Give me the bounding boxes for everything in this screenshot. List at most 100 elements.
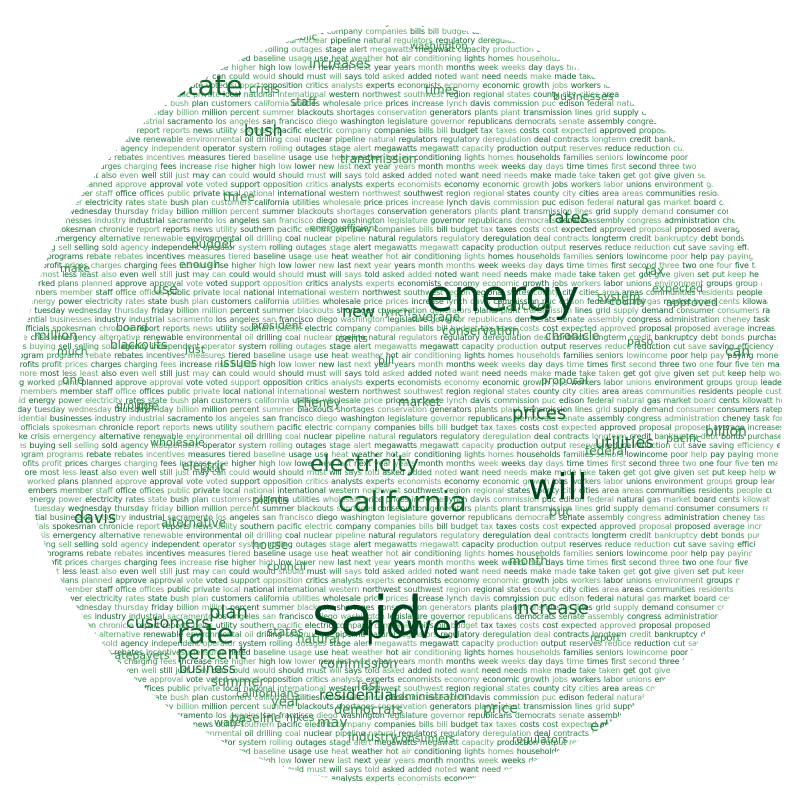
background-word: ten bbox=[751, 360, 765, 369]
background-word: operator bbox=[202, 342, 236, 351]
background-word: gas bbox=[646, 693, 661, 702]
background-word: work bbox=[768, 369, 788, 378]
background-word: rolling bbox=[264, 45, 289, 54]
background-word: lower bbox=[294, 657, 316, 666]
background-word: outages bbox=[295, 342, 327, 351]
background-word: cents bbox=[718, 198, 740, 207]
background-word: prices bbox=[385, 99, 409, 108]
word-cents: cents bbox=[338, 332, 368, 345]
background-word: groups bbox=[706, 279, 733, 288]
background-word: costs bbox=[519, 621, 540, 630]
background-word: budget bbox=[450, 324, 478, 333]
background-word: blackouts bbox=[297, 207, 334, 216]
background-word: low bbox=[278, 657, 292, 666]
background-word: pacific bbox=[277, 324, 302, 333]
background-word: bill bbox=[436, 126, 448, 135]
background-word: reduction bbox=[634, 540, 671, 549]
background-word: plan bbox=[191, 99, 209, 108]
background-word: seniors bbox=[595, 747, 624, 756]
background-word: consumer bbox=[676, 702, 715, 711]
background-word: get bbox=[623, 270, 636, 279]
background-word: credit bbox=[629, 630, 652, 639]
background-word: consumers bbox=[717, 306, 760, 315]
background-word: high bbox=[258, 360, 276, 369]
background-word: northwest bbox=[362, 189, 401, 198]
background-word: bush bbox=[170, 396, 189, 405]
background-word: international bbox=[277, 684, 326, 693]
background-word: average bbox=[713, 324, 745, 333]
background-word: approval bbox=[149, 378, 184, 387]
background-word: ratepayers bbox=[0, 405, 800, 423]
background-word: groups bbox=[706, 81, 733, 90]
background-word: air bbox=[401, 450, 412, 459]
background-word: power bbox=[58, 297, 83, 306]
word-times: times bbox=[425, 83, 459, 97]
background-word: debt bbox=[700, 630, 719, 639]
background-word: fees bbox=[160, 360, 177, 369]
background-word: charging bbox=[124, 360, 158, 369]
background-word: reports bbox=[162, 126, 190, 135]
background-word: sold bbox=[101, 441, 118, 450]
background-word: cities bbox=[578, 288, 599, 297]
background-word: reports bbox=[162, 225, 190, 234]
background-word: homes bbox=[487, 450, 514, 459]
background-word: new bbox=[318, 63, 335, 72]
background-word: economy bbox=[444, 279, 480, 288]
background-word: tiered bbox=[228, 54, 251, 63]
background-word: help bbox=[690, 351, 708, 360]
background-word: commission bbox=[493, 198, 539, 207]
background-word: southwest bbox=[403, 486, 444, 495]
background-word: democrats bbox=[514, 513, 556, 522]
background-word: megawatts bbox=[374, 144, 417, 153]
background-word: federal bbox=[587, 693, 614, 702]
background-word: worked bbox=[27, 675, 55, 684]
background-word: should bbox=[278, 270, 304, 279]
background-word: reports bbox=[162, 522, 190, 531]
background-word: area bbox=[601, 486, 619, 495]
background-word: critics bbox=[305, 180, 329, 189]
background-word: buying bbox=[29, 342, 56, 351]
background-word: cost bbox=[542, 621, 559, 630]
background-word: stage bbox=[329, 441, 351, 450]
background-word: increase bbox=[179, 558, 212, 567]
background-word: money bbox=[756, 153, 783, 162]
background-word: planned bbox=[81, 774, 113, 783]
word-residential: residential bbox=[319, 686, 398, 704]
background-word: emergency bbox=[52, 531, 96, 540]
background-word: poor bbox=[670, 252, 688, 261]
background-word: task bbox=[743, 18, 760, 27]
background-word: selling bbox=[70, 45, 95, 54]
background-word: says bbox=[344, 765, 362, 774]
background-word: renewable bbox=[143, 432, 183, 441]
background-word: governor bbox=[430, 711, 465, 720]
background-word: agency bbox=[120, 243, 149, 252]
background-word: added bbox=[407, 468, 432, 477]
background-word: drilling bbox=[256, 234, 283, 243]
background-word: congress bbox=[627, 711, 662, 720]
background-word: gas bbox=[646, 297, 661, 306]
background-word: natural bbox=[363, 36, 391, 45]
background-word: most bbox=[39, 171, 60, 180]
background-word: increases bbox=[747, 324, 784, 333]
background-word: says bbox=[344, 666, 362, 675]
background-word: many bbox=[767, 63, 789, 72]
background-word: said bbox=[10, 198, 26, 207]
background-word: chronicle bbox=[98, 522, 134, 531]
background-word: news bbox=[192, 522, 213, 531]
background-word: edison bbox=[558, 693, 585, 702]
background-word: three bbox=[659, 558, 680, 567]
background-word: households bbox=[516, 450, 561, 459]
background-word: make bbox=[530, 369, 552, 378]
background-word: homes bbox=[487, 747, 514, 756]
background-word: megawatt bbox=[419, 144, 459, 153]
background-word: help bbox=[749, 171, 766, 180]
background-word: million bbox=[201, 504, 228, 513]
background-word: industry bbox=[94, 117, 126, 126]
background-word: help bbox=[749, 369, 766, 378]
background-word: grid bbox=[595, 702, 611, 711]
background-word: would bbox=[252, 468, 276, 477]
background-word: bills bbox=[418, 423, 434, 432]
background-word: times bbox=[586, 459, 609, 468]
background-word: got bbox=[638, 765, 652, 774]
background-word: company bbox=[335, 324, 372, 333]
